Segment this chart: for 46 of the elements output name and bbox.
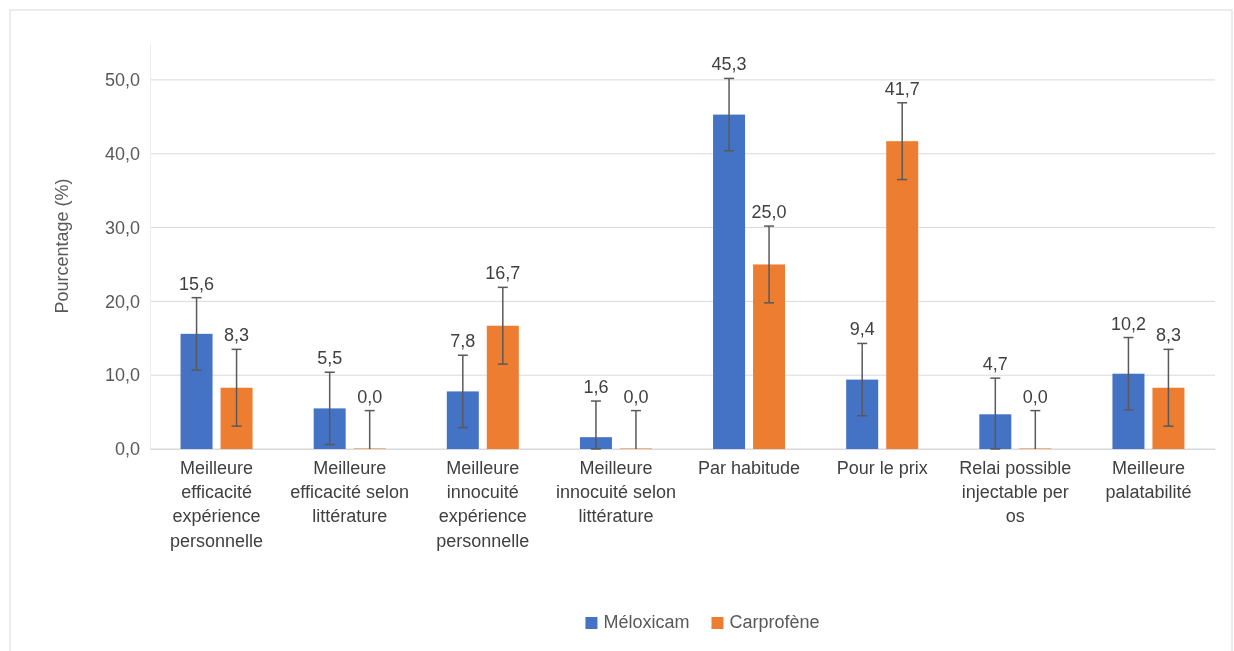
x-tick-label: Meilleure innocuité selon littérature — [555, 457, 676, 527]
y-tick-label: 50,0 — [104, 70, 140, 91]
y-axis-title: Pourcentage (%) — [52, 178, 72, 314]
data-label: 15,6 — [179, 273, 215, 294]
x-tick-label: Meilleure efficacité selon littérature — [290, 457, 410, 527]
bar — [180, 333, 213, 449]
y-tick-label: 20,0 — [104, 291, 140, 312]
x-tick-label: Relai possible injectable per os — [959, 457, 1072, 527]
y-tick-label: 30,0 — [104, 217, 140, 238]
bar — [486, 325, 519, 449]
bar — [446, 391, 479, 449]
legend-label: Méloxicam — [603, 612, 690, 632]
data-label: 45,3 — [711, 54, 747, 75]
bar — [1112, 373, 1145, 449]
x-tick-label: Pour le prix — [836, 457, 928, 478]
bar — [886, 141, 919, 449]
bar — [579, 437, 612, 449]
data-label: 10,2 — [1110, 313, 1146, 334]
x-tick-label: Meilleure efficacité expérience personnelle — [170, 457, 264, 551]
data-label: 16,7 — [485, 263, 521, 284]
x-tick-label: Par habitude — [698, 457, 801, 478]
data-label: 1,6 — [583, 377, 609, 398]
data-label: 5,5 — [317, 348, 343, 369]
data-label: 0,0 — [357, 386, 383, 407]
data-label: 8,3 — [1155, 325, 1181, 346]
y-tick-label: 40,0 — [104, 143, 140, 164]
x-tick-label: Meilleure innocuité expérience personnelle — [436, 457, 530, 551]
data-label: 41,7 — [884, 78, 920, 99]
bar — [846, 379, 879, 449]
y-tick-label: 10,0 — [104, 365, 140, 386]
data-label: 0,0 — [623, 386, 649, 407]
data-label: 0,0 — [1022, 386, 1048, 407]
bar — [1152, 387, 1185, 449]
data-label: 9,4 — [849, 319, 875, 340]
data-label: 4,7 — [982, 354, 1008, 375]
data-label: 8,3 — [224, 325, 250, 346]
data-label: 25,0 — [751, 202, 787, 223]
bar — [979, 414, 1012, 449]
legend-label: Carprofène — [729, 612, 820, 632]
bar — [313, 408, 346, 449]
x-tick-label: Meilleure palatabilité — [1105, 457, 1192, 503]
bar — [713, 114, 746, 449]
bar — [753, 264, 786, 449]
bar — [220, 387, 253, 449]
data-label: 7,8 — [450, 331, 476, 352]
y-tick-label: 0,0 — [114, 439, 140, 460]
